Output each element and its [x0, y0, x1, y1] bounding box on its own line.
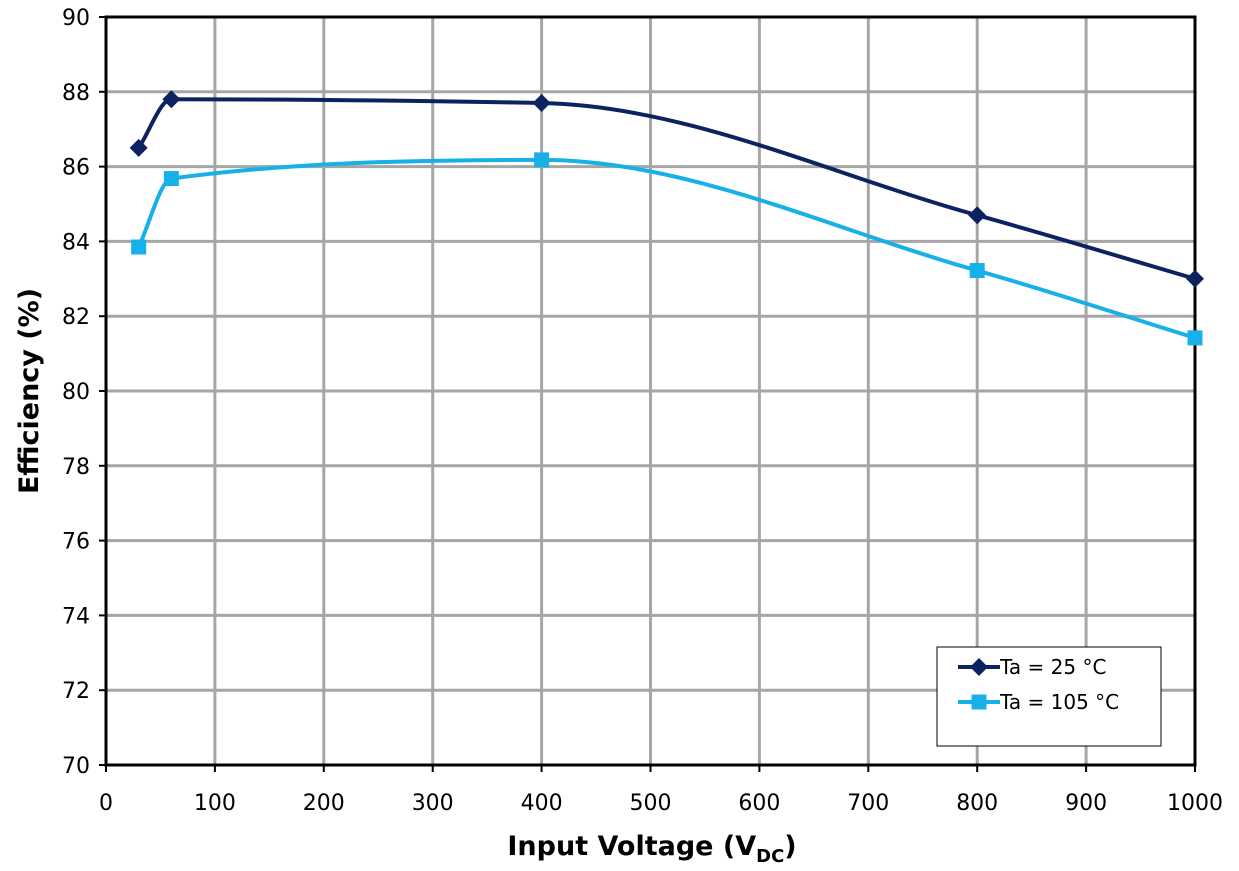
x-tick-label: 800 [956, 791, 998, 816]
y-axis-title: Efficiency (%) [14, 288, 45, 494]
data-point-square [1187, 330, 1203, 346]
y-tick-label: 80 [62, 380, 90, 405]
x-tick-label: 300 [412, 791, 454, 816]
y-tick-label: 70 [62, 754, 90, 779]
x-tick-label: 900 [1065, 791, 1107, 816]
series-1 [129, 90, 1204, 288]
legend-item-1: Ta = 25 °C [958, 655, 1106, 679]
data-point-square [163, 171, 179, 187]
series-2 [131, 152, 1203, 346]
y-tick-label: 74 [62, 604, 90, 629]
y-tick-label: 76 [62, 530, 90, 555]
x-tick-label: 700 [847, 791, 889, 816]
x-tick-label: 600 [738, 791, 780, 816]
series-layer [129, 90, 1204, 346]
x-tick-label: 200 [303, 791, 345, 816]
legend-marker [971, 694, 987, 710]
data-point-diamond [162, 90, 181, 109]
y-tick-label: 90 [62, 6, 90, 31]
data-point-diamond [532, 94, 551, 113]
x-tick-labels: 0 100 200 300 400 500 600 700 800 900 1000 [99, 765, 1223, 816]
legend-label: Ta = 105 °C [999, 690, 1119, 714]
data-point-square [969, 263, 985, 279]
x-axis-title: Input Voltage (VDC) [507, 831, 796, 867]
data-point-diamond [968, 206, 987, 225]
x-tick-label: 400 [521, 791, 563, 816]
series-line [136, 157, 1196, 340]
legend-marker [970, 658, 988, 676]
x-tick-label: 0 [99, 791, 113, 816]
legend-item-2: Ta = 105 °C [958, 690, 1119, 714]
x-tick-label: 100 [194, 791, 236, 816]
data-point-square [534, 152, 550, 168]
data-point-diamond [1186, 269, 1204, 288]
x-axis-title-subscript: DC [756, 846, 784, 867]
series-line [136, 97, 1196, 281]
y-tick-label: 86 [62, 156, 90, 181]
data-point-diamond [129, 138, 148, 157]
x-tick-label: 500 [630, 791, 672, 816]
x-tick-label: 1000 [1167, 791, 1223, 816]
y-tick-label: 88 [62, 81, 90, 106]
y-tick-label: 84 [62, 230, 90, 255]
data-point-square [131, 239, 147, 255]
y-tick-label: 72 [62, 679, 90, 704]
y-tick-label: 78 [62, 455, 90, 480]
y-tick-label: 82 [62, 305, 90, 330]
y-tick-labels: 70 72 74 76 78 80 82 84 86 88 90 [62, 6, 106, 779]
legend: Ta = 25 °C Ta = 105 °C [936, 646, 1162, 747]
legend-label: Ta = 25 °C [999, 655, 1106, 679]
